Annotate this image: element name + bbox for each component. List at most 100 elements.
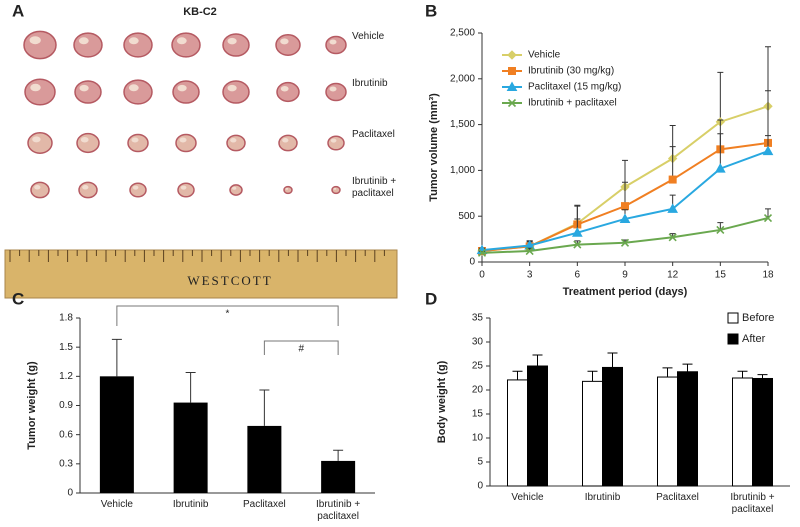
legend-marker — [506, 81, 518, 91]
y-tick-label: 0 — [67, 488, 73, 499]
tumor-highlight — [227, 84, 237, 92]
error-bar — [111, 338, 122, 377]
y-tick-label: 30 — [472, 337, 484, 348]
row-label-text: Ibrutinib — [352, 78, 388, 89]
tumor-highlight — [180, 185, 187, 190]
legend-swatch — [727, 312, 739, 324]
row-label-text: Ibrutinib + paclitaxel — [352, 176, 397, 199]
tumor-highlight — [78, 37, 89, 45]
x-tick-label-text: Paclitaxel — [656, 492, 699, 503]
tumor — [177, 182, 195, 198]
bar — [732, 377, 753, 487]
row-label: Paclitaxel — [352, 129, 395, 140]
tumor-highlight — [128, 84, 139, 92]
tumor-highlight — [179, 137, 187, 143]
point — [762, 145, 774, 156]
tumor-highlight — [177, 84, 187, 92]
legend-marker — [507, 98, 517, 108]
tumor — [283, 185, 293, 195]
point — [716, 225, 725, 235]
tumor — [74, 80, 102, 104]
tumor-highlight — [29, 36, 41, 45]
x-tick-label: 18 — [762, 270, 774, 281]
tumor-highlight — [280, 85, 289, 92]
tumor — [226, 134, 246, 152]
bar — [677, 371, 698, 487]
bar — [321, 460, 356, 493]
x-tick-label: Ibrutinib — [172, 499, 209, 510]
tumor — [222, 33, 250, 57]
y-tick-label: 2,000 — [450, 73, 475, 84]
point — [667, 203, 679, 213]
point — [668, 175, 677, 184]
significance-mark: # — [298, 344, 304, 355]
tumor — [222, 80, 250, 104]
tumor — [78, 181, 98, 199]
panel-label: C — [12, 289, 24, 308]
point — [477, 248, 487, 257]
point — [619, 213, 631, 223]
tumor-highlight — [227, 37, 237, 45]
error-bar — [765, 90, 771, 143]
y-axis-label: Tumor weight (g) — [26, 361, 38, 450]
error-bar — [259, 389, 270, 426]
bar — [657, 376, 678, 487]
x-tick-label-text: Ibrutinib — [584, 492, 621, 503]
bar — [507, 379, 528, 487]
significance-mark: * — [226, 309, 230, 320]
tumor — [172, 80, 200, 104]
bar — [173, 402, 208, 493]
tumor-highlight — [34, 185, 41, 190]
tumor-highlight — [132, 185, 139, 190]
tumor — [129, 182, 147, 198]
tumor-highlight — [128, 37, 139, 45]
ruler — [4, 249, 398, 299]
legend-label: After — [742, 333, 766, 345]
significance-bracket — [116, 305, 339, 326]
error-bar — [757, 374, 768, 379]
x-tick-label: 15 — [715, 270, 727, 281]
y-tick-label: 0.9 — [59, 400, 73, 411]
tumor — [325, 82, 347, 102]
tumor-highlight — [232, 186, 237, 190]
point — [573, 240, 582, 249]
row-label: Vehicle — [352, 31, 384, 42]
y-tick-label: 1.5 — [59, 342, 73, 353]
y-tick-label: 1,500 — [450, 119, 475, 130]
tumor-highlight — [333, 187, 337, 190]
row-label: Ibrutinib — [352, 78, 388, 89]
legend-marker — [508, 67, 516, 75]
tumor — [331, 185, 341, 195]
tumor-highlight — [30, 83, 41, 92]
x-tick-label: 12 — [667, 270, 679, 281]
error-bar — [717, 222, 724, 230]
y-tick-label: 35 — [472, 313, 484, 324]
tumor-highlight — [131, 137, 139, 143]
legend-label: Vehicle — [528, 50, 561, 61]
tumor-highlight — [330, 138, 337, 143]
x-tick-label: Ibrutinib + paclitaxel — [316, 499, 361, 522]
tumor-highlight — [32, 136, 41, 143]
x-tick-label-text: Ibrutinib — [172, 499, 209, 510]
x-tick-label-text: Paclitaxel — [242, 499, 286, 510]
tumor — [73, 32, 103, 58]
x-tick-label: Vehicle — [511, 492, 543, 503]
error-bar — [185, 371, 196, 403]
y-tick-label: 0.3 — [59, 458, 73, 469]
panel-label: B — [425, 1, 437, 20]
x-axis-label: Treatment period (days) — [563, 286, 688, 298]
error-bar — [682, 363, 693, 372]
bar — [99, 376, 134, 493]
x-tick-label-text: Ibrutinib + paclitaxel — [316, 499, 361, 522]
x-tick-label: Ibrutinib — [584, 492, 621, 503]
tumor-highlight — [82, 185, 89, 190]
x-tick-label: Paclitaxel — [242, 499, 286, 510]
y-tick-label: 10 — [472, 433, 484, 444]
y-axis-label: Body weight (g) — [436, 360, 448, 443]
x-tick-label: Paclitaxel — [656, 492, 699, 503]
tumor-highlight — [280, 38, 289, 45]
tumor-highlight — [285, 187, 289, 190]
y-tick-label: 15 — [472, 409, 484, 420]
